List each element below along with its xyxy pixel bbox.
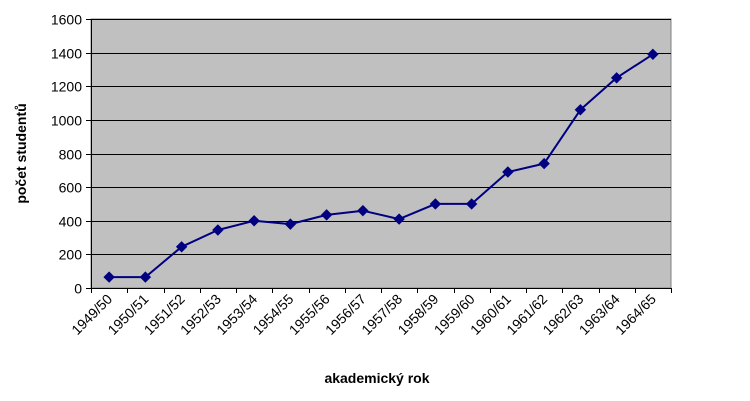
y-tick-label: 200 (59, 247, 83, 263)
y-tick-label: 600 (59, 180, 83, 196)
y-axis-title: počet studentů (13, 103, 29, 203)
y-tick-label: 0 (74, 281, 82, 297)
series-line (109, 53, 654, 279)
y-tick-label: 1200 (51, 79, 82, 95)
data-point-marker (248, 215, 260, 227)
data-point-marker (647, 48, 659, 61)
data-point-marker (574, 104, 587, 116)
data-point-marker (393, 213, 405, 225)
data-point-marker (502, 166, 514, 178)
data-point-marker (465, 198, 478, 210)
data-point-marker (357, 204, 369, 217)
data-point-marker (320, 209, 333, 221)
y-tick-label: 400 (59, 214, 83, 230)
data-point-marker (212, 224, 224, 236)
x-axis-ticks: 1949/501950/511951/521952/531953/541954/… (68, 288, 672, 338)
data-point-marker (103, 271, 115, 283)
data-point-marker (429, 198, 442, 210)
y-tick-label: 1600 (51, 12, 82, 28)
data-point-marker (175, 241, 188, 253)
x-tick-label: 1964/65 (612, 291, 659, 338)
y-tick-label: 800 (59, 147, 83, 163)
gridlines (91, 19, 671, 255)
x-axis-title: akademický rok (324, 370, 429, 386)
data-point-marker (610, 72, 623, 84)
y-tick-label: 1400 (51, 46, 82, 62)
data-point-marker (538, 157, 550, 170)
y-tick-label: 1000 (51, 113, 82, 129)
series-group (103, 48, 659, 283)
y-axis-ticks: 0 200 400 600 800 1000 1200 1400 1600 (51, 12, 91, 297)
data-point-marker (139, 271, 152, 283)
data-point-marker (284, 218, 297, 230)
